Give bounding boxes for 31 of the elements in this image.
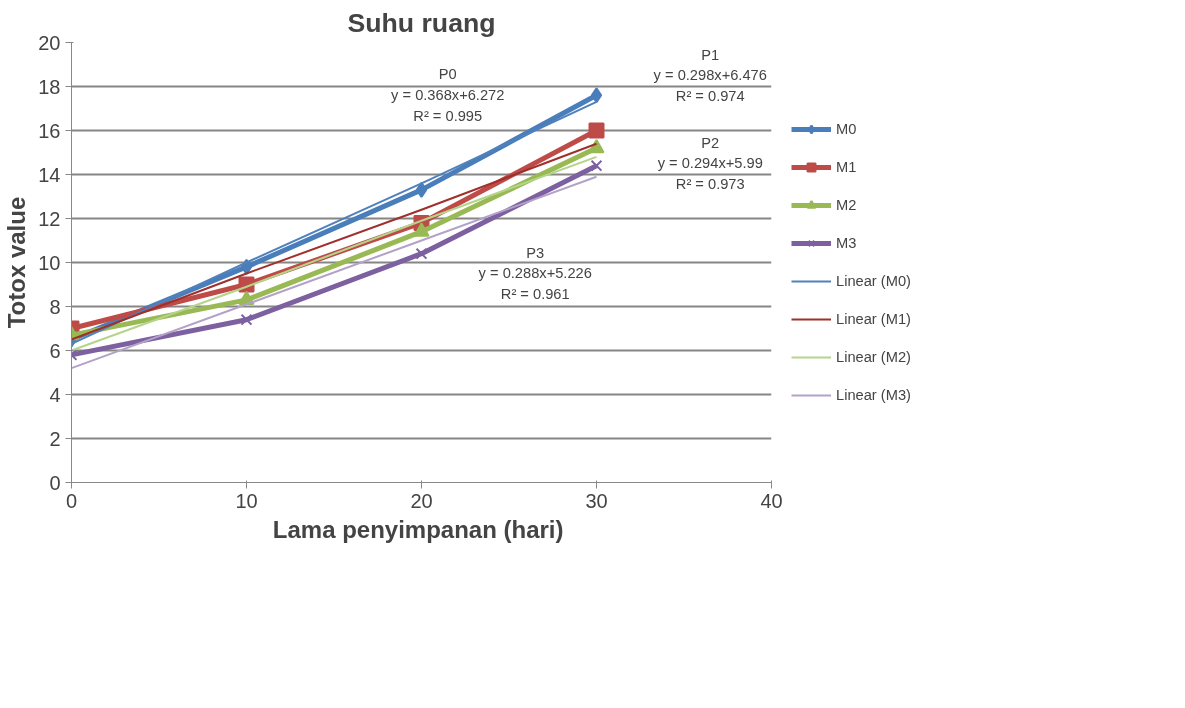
legend-label: Linear (M0) <box>836 273 911 289</box>
legend-label: Linear (M3) <box>836 387 911 403</box>
y-tick-label: 20 <box>38 31 61 54</box>
annotation: P2 y = 0.294x+5.99 R² = 0.973 <box>657 134 763 193</box>
y-tick-label: 16 <box>38 119 61 142</box>
y-tick-label: 6 <box>49 339 61 362</box>
y-tick-label: 18 <box>38 75 61 98</box>
y-tick-label: 8 <box>49 295 61 318</box>
legend-label: M2 <box>836 197 857 213</box>
y-tick-label: 14 <box>38 163 61 186</box>
y-tick-label: 12 <box>38 207 61 230</box>
y-tick-label: 4 <box>49 383 61 406</box>
legend-label: Linear (M1) <box>836 311 911 327</box>
legend-label: M1 <box>836 159 857 175</box>
y-tick-label: 0 <box>49 471 61 494</box>
legend-label: M3 <box>836 235 857 251</box>
y-axis-title: Totox value <box>3 196 31 329</box>
x-tick-label: 10 <box>235 489 258 512</box>
y-tick-label: 10 <box>38 251 61 274</box>
annotation: P3 y = 0.288x+5.226 R² = 0.961 <box>478 244 592 303</box>
x-tick-label: 30 <box>585 489 608 512</box>
annotation: P1 y = 0.298x+6.476 R² = 0.974 <box>653 46 767 105</box>
x-tick-label: 40 <box>760 489 783 512</box>
legend-label: M0 <box>836 121 857 137</box>
legend-label: Linear (M2) <box>836 349 911 365</box>
y-tick-label: 2 <box>49 427 61 450</box>
x-axis-title: Lama penyimpanan (hari) <box>272 515 564 543</box>
chart-title: Suhu ruang <box>347 7 496 38</box>
annotation: P0 y = 0.368x+6.272 R² = 0.995 <box>391 66 505 124</box>
x-tick-label: 0 <box>65 489 78 512</box>
x-tick-label: 20 <box>410 489 433 512</box>
